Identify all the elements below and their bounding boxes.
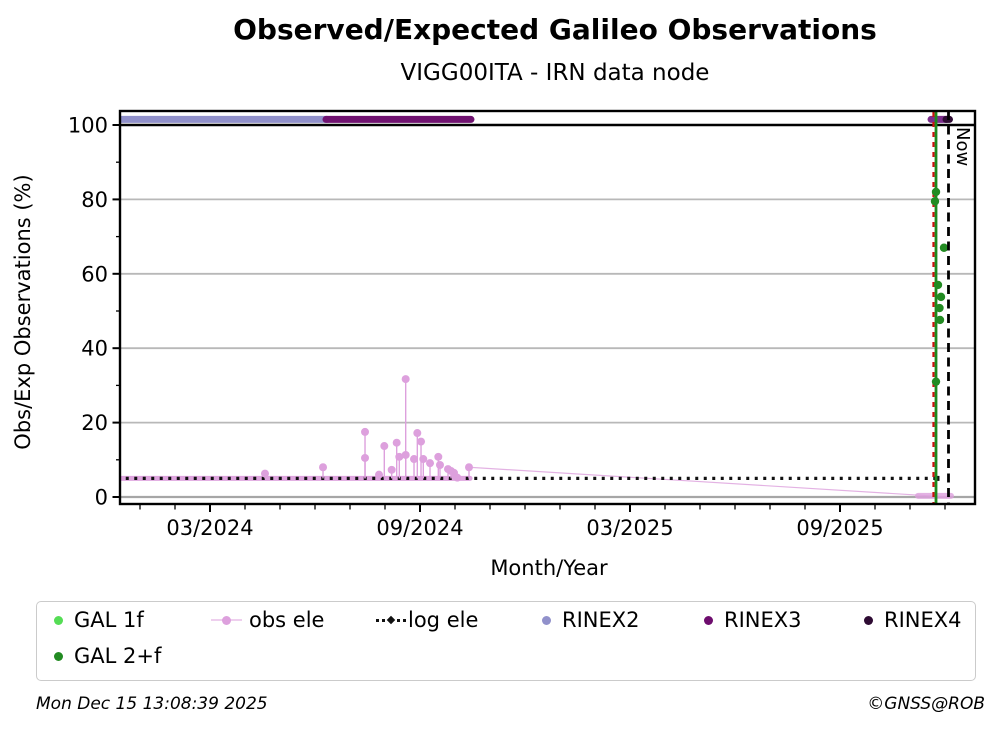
x-tick-label: 03/2025 bbox=[586, 516, 673, 540]
legend-item-rinex4: RINEX4 bbox=[859, 605, 962, 635]
credit: ©GNSS@ROB bbox=[867, 694, 985, 714]
chart-subtitle: VIGG00ITA - IRN data node bbox=[400, 60, 710, 86]
x-axis-label: Month/Year bbox=[490, 556, 608, 580]
plot-border bbox=[118, 109, 977, 506]
y-tick-label: 0 bbox=[95, 486, 108, 510]
legend-item-rinex2: RINEX2 bbox=[537, 605, 640, 635]
rinex4-dot-icon bbox=[859, 615, 877, 625]
legend-label: log ele bbox=[408, 608, 479, 632]
rinex2-dot-icon bbox=[537, 615, 555, 625]
obs-ele-point bbox=[361, 427, 370, 436]
rinex3-dot-icon bbox=[699, 615, 717, 625]
obs-ele-point bbox=[417, 437, 426, 446]
y-tick-label: 60 bbox=[81, 262, 108, 286]
y-axis-label: Obs/Exp Observations (%) bbox=[11, 174, 35, 449]
obs-ele-point bbox=[401, 375, 410, 384]
log-ele-dotted-line-icon bbox=[376, 615, 406, 625]
obs-ele-point bbox=[361, 453, 370, 462]
obs-ele-point bbox=[434, 452, 443, 461]
obs-ele-point bbox=[401, 450, 410, 459]
obs-ele-point bbox=[319, 463, 328, 472]
legend-label: RINEX2 bbox=[562, 608, 640, 632]
obs-ele-point bbox=[410, 455, 419, 464]
legend-item-log-ele: log ele bbox=[376, 605, 478, 635]
legend-label: obs ele bbox=[249, 608, 325, 632]
obs-ele-point bbox=[426, 459, 435, 468]
legend-box: GAL 1f obs ele log ele RINEX2 RINEX3 RIN… bbox=[36, 601, 976, 681]
gal-2f-point bbox=[939, 243, 949, 252]
y-tick-label: 40 bbox=[81, 337, 108, 361]
obs-ele-point bbox=[465, 463, 473, 472]
y-tick-label: 20 bbox=[81, 411, 108, 435]
gal-2f-point bbox=[935, 315, 945, 325]
legend-label: GAL 2+f bbox=[74, 644, 162, 668]
plot-svg: 0 20 40 60 80 100 03/2024 09/2024 03/2025 09/2025… bbox=[11, 109, 977, 580]
y-tick-label: 80 bbox=[81, 188, 108, 212]
obs-ele-point bbox=[380, 442, 389, 451]
plot-axes-layer: 0 20 40 60 80 100 03/2024 09/2024 03/2025 09/2025 bbox=[68, 109, 977, 540]
obs-ele-point bbox=[387, 465, 396, 474]
plot-data-layers bbox=[120, 111, 974, 504]
obs-ele-point bbox=[413, 429, 422, 438]
legend-item-rinex3: RINEX3 bbox=[699, 605, 802, 635]
legend-label: RINEX3 bbox=[724, 608, 802, 632]
now-line-label: Now bbox=[952, 127, 973, 166]
y-tick-label: 100 bbox=[68, 114, 108, 138]
x-tick-label: 09/2024 bbox=[376, 516, 463, 540]
gal-2f-point bbox=[930, 197, 940, 206]
obs-ele-line-dot-icon bbox=[211, 615, 242, 626]
gal-2f-point bbox=[936, 292, 946, 302]
legend-label: GAL 1f bbox=[74, 608, 144, 632]
obs-ele-tail-line bbox=[468, 466, 949, 498]
obs-ele-point bbox=[419, 455, 428, 464]
legend-item-obs-ele: obs ele bbox=[211, 605, 324, 635]
legend-item-gal-2f: GAL 2+f bbox=[49, 641, 161, 671]
obs-ele-point bbox=[453, 473, 462, 482]
gal-2f-point bbox=[935, 303, 944, 313]
gal-2f-point bbox=[931, 377, 941, 386]
obs-ele-point bbox=[260, 469, 269, 478]
gal-2f-dot-icon bbox=[49, 651, 67, 661]
timestamp: Mon Dec 15 13:08:39 2025 bbox=[36, 694, 268, 714]
gal-2f-point bbox=[931, 187, 941, 197]
gal-2f-point bbox=[933, 280, 943, 290]
x-tick-label: 09/2025 bbox=[796, 516, 883, 540]
gal-1f-dot-icon bbox=[49, 615, 67, 625]
obs-ele-point bbox=[375, 470, 384, 479]
obs-ele-point bbox=[395, 452, 404, 461]
chart-title: Observed/Expected Galileo Observations bbox=[233, 13, 877, 46]
obs-ele-point bbox=[435, 461, 444, 470]
legend-label: RINEX4 bbox=[884, 608, 962, 632]
x-tick-label: 03/2024 bbox=[166, 516, 253, 540]
legend-item-gal-1f: GAL 1f bbox=[49, 605, 144, 635]
obs-ele-point bbox=[392, 438, 401, 447]
